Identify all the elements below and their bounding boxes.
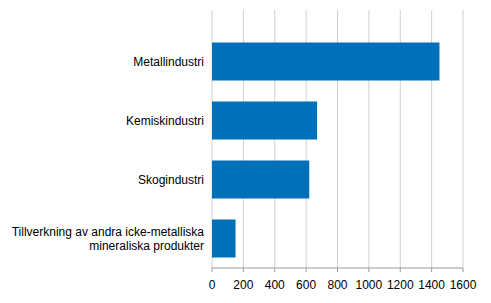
x-axis-line bbox=[212, 268, 463, 269]
tick-mark bbox=[463, 268, 464, 272]
category-label-line: Metallindustri bbox=[133, 55, 204, 69]
category-label-line: Skogindustri bbox=[138, 173, 204, 187]
category-label: Skogindustri bbox=[138, 173, 204, 187]
tick-mark bbox=[212, 268, 213, 272]
tick-label: 400 bbox=[265, 278, 285, 292]
tick-label: 1000 bbox=[356, 278, 383, 292]
tick-label: 0 bbox=[209, 278, 216, 292]
chart: 0 200 400 600 800 1000 1200 1400 1600 Metallindus… bbox=[0, 0, 491, 303]
tick-label: 800 bbox=[327, 278, 347, 292]
tick-label: 1600 bbox=[450, 278, 477, 292]
tick-mark bbox=[431, 268, 432, 272]
grid-line bbox=[463, 10, 464, 268]
category-label-line: Kemiskindustri bbox=[126, 114, 204, 128]
bar bbox=[212, 220, 236, 258]
tick-mark bbox=[400, 268, 401, 272]
tick-mark bbox=[368, 268, 369, 272]
tick-mark bbox=[306, 268, 307, 272]
bar bbox=[212, 161, 309, 199]
tick-label: 1400 bbox=[418, 278, 445, 292]
category-label: Tillverkning av andra icke-metalliskamin… bbox=[12, 225, 205, 253]
category-label: Metallindustri bbox=[133, 55, 204, 69]
tick-mark bbox=[274, 268, 275, 272]
tick-label: 600 bbox=[296, 278, 316, 292]
tick-label: 200 bbox=[233, 278, 253, 292]
bar bbox=[212, 43, 439, 81]
category-label-line: mineraliska produkter bbox=[89, 239, 204, 253]
bar bbox=[212, 102, 317, 140]
category-label: Kemiskindustri bbox=[126, 114, 204, 128]
tick-mark bbox=[243, 268, 244, 272]
bars bbox=[212, 43, 439, 258]
tick-label: 1200 bbox=[387, 278, 414, 292]
category-label-line: Tillverkning av andra icke-metalliska bbox=[12, 225, 205, 239]
tick-mark bbox=[337, 268, 338, 272]
